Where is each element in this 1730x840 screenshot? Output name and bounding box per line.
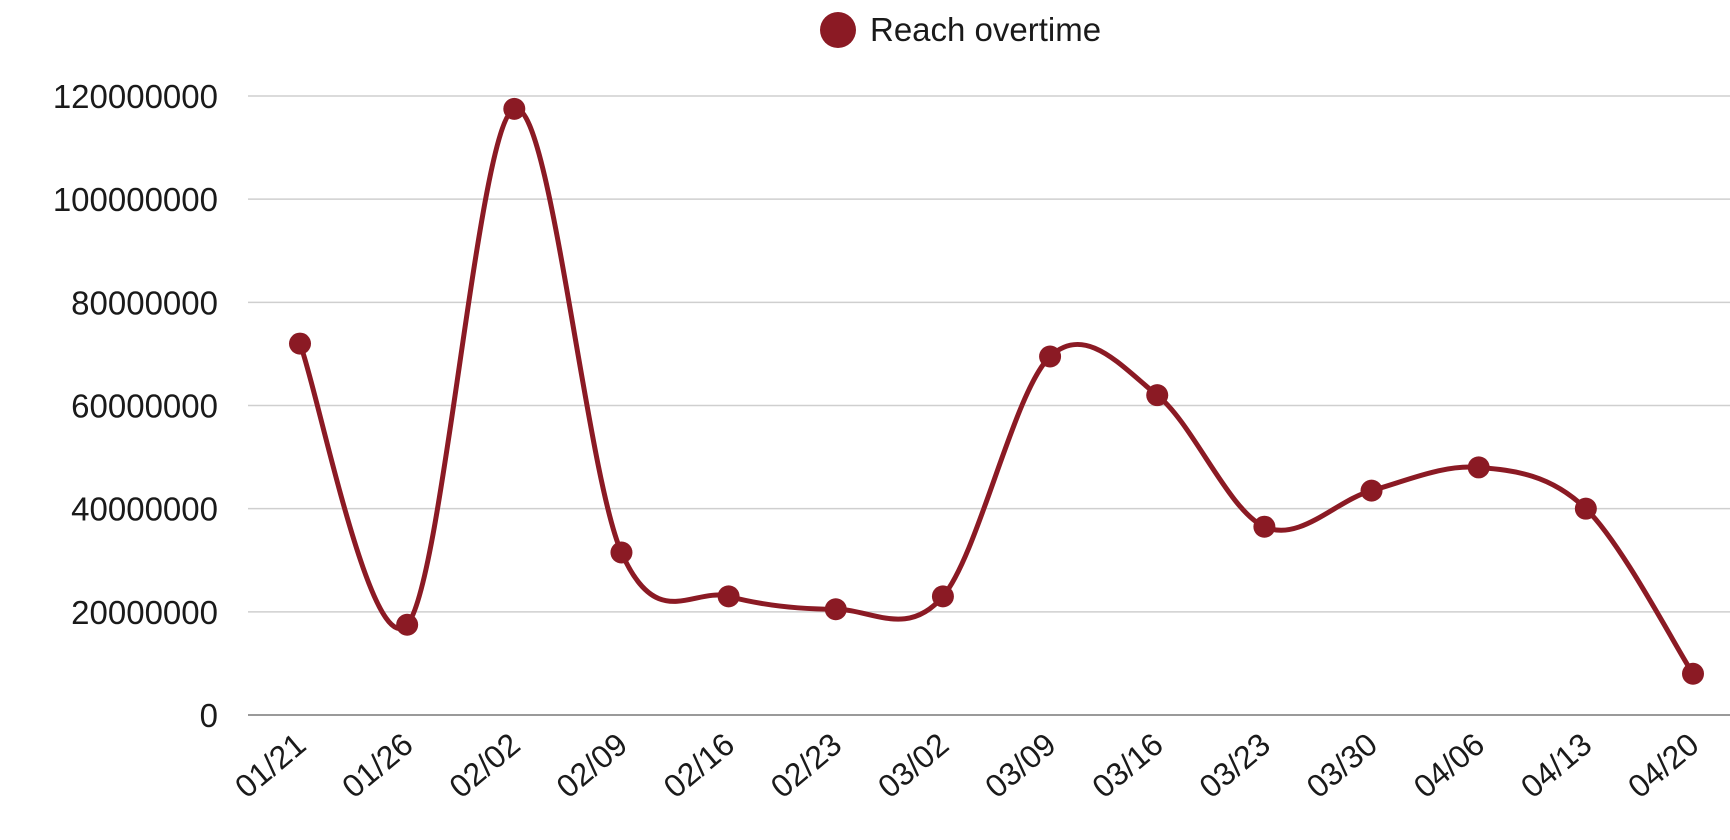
x-axis-ticks: 01/21 01/26 02/02 02/09 02/16 02/23 03/02 03/09… — [228, 726, 1705, 805]
y-axis-ticks: 0 20000000 40000000 60000000 80000000 1000000… — [53, 78, 218, 734]
y-tick-label: 80000000 — [71, 284, 218, 321]
series-line — [297, 106, 1696, 677]
data-point — [1682, 662, 1704, 685]
x-tick-label: 01/26 — [335, 726, 419, 805]
data-point — [1039, 345, 1062, 368]
gridlines — [248, 95, 1730, 716]
y-tick-label: 0 — [200, 697, 218, 734]
data-point — [503, 97, 526, 120]
data-point — [610, 541, 633, 564]
data-point — [824, 598, 847, 621]
x-tick-label: 03/30 — [1300, 726, 1384, 805]
data-point — [289, 332, 311, 355]
legend: Reach overtime — [820, 8, 1101, 52]
x-tick-label: 03/23 — [1192, 726, 1276, 805]
data-point — [931, 585, 954, 608]
y-tick-label: 60000000 — [71, 388, 218, 425]
x-tick-label: 03/02 — [871, 726, 955, 805]
x-tick-label: 04/13 — [1514, 726, 1598, 805]
x-tick-label: 03/09 — [978, 726, 1062, 805]
data-point — [1467, 456, 1490, 479]
x-tick-label: 01/21 — [228, 726, 312, 805]
data-point — [717, 585, 740, 608]
x-tick-label: 04/06 — [1407, 726, 1491, 805]
data-point — [396, 613, 419, 636]
y-tick-label: 120000000 — [53, 78, 218, 115]
y-tick-label: 20000000 — [71, 594, 218, 631]
x-tick-label: 02/23 — [764, 726, 848, 805]
x-tick-label: 02/16 — [657, 726, 741, 805]
x-tick-label: 02/09 — [549, 726, 633, 805]
series-points — [289, 97, 1704, 685]
y-tick-label: 100000000 — [53, 181, 218, 218]
legend-label: Reach overtime — [870, 11, 1102, 48]
x-tick-label: 03/16 — [1085, 726, 1169, 805]
legend-marker-icon — [820, 12, 856, 48]
x-tick-label: 04/20 — [1621, 726, 1705, 805]
data-point — [1360, 479, 1383, 502]
data-point — [1253, 515, 1276, 538]
x-tick-label: 02/02 — [442, 726, 526, 805]
series-line-layer — [297, 106, 1696, 677]
data-point — [1146, 384, 1169, 407]
y-tick-label: 40000000 — [71, 491, 218, 528]
data-point — [1574, 497, 1597, 520]
